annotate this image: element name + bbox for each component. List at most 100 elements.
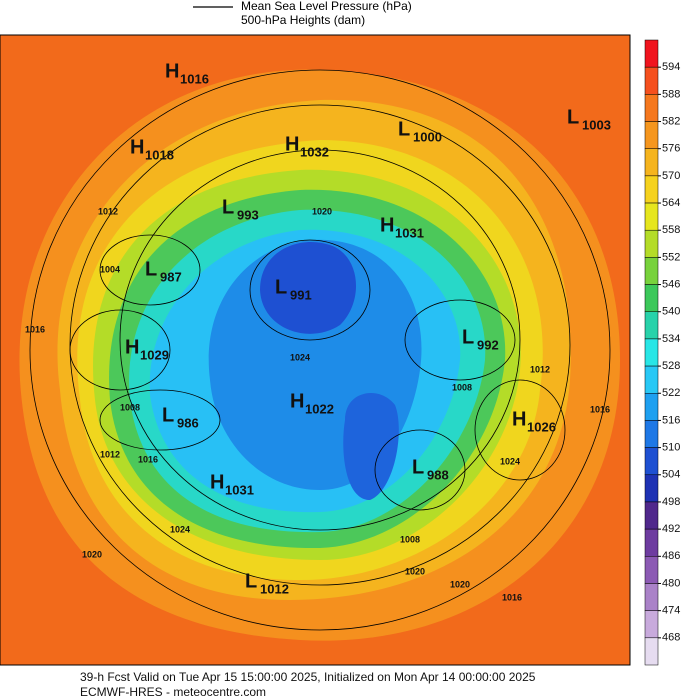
center-pressure: 988 — [427, 467, 449, 482]
center-pressure: 1016 — [180, 71, 209, 86]
center-symbol: H — [285, 133, 299, 155]
isobar-label: 1016 — [25, 324, 45, 334]
center-symbol: H — [290, 390, 304, 412]
center-pressure: 1000 — [413, 129, 442, 144]
pressure-center: L 991 — [275, 276, 312, 302]
color-bin — [644, 66, 659, 95]
center-symbol: L — [567, 106, 579, 128]
center-symbol: L — [162, 404, 174, 426]
color-bin — [644, 528, 659, 557]
color-bin — [644, 501, 659, 530]
pressure-center: L 1000 — [398, 118, 442, 144]
legend-item: 500-hPa Heights (dam) — [241, 13, 365, 27]
color-bin — [644, 39, 659, 68]
isobar-label: 1008 — [120, 402, 140, 412]
color-bin — [644, 229, 659, 258]
color-bin — [644, 393, 659, 421]
isobar-label: 1016 — [138, 454, 158, 464]
isobar-label: 1012 — [98, 206, 118, 216]
center-symbol: L — [222, 196, 234, 218]
colorbar-label: 516 — [662, 414, 680, 426]
colorbar-label: 582 — [662, 115, 680, 127]
center-pressure: 1003 — [582, 117, 611, 132]
colorbar-label: 576 — [662, 143, 680, 155]
center-symbol: H — [380, 214, 394, 236]
colorbar-label: 480 — [662, 577, 680, 589]
pressure-center: H 1018 — [130, 136, 174, 162]
pressure-center: H 1016 — [165, 60, 209, 86]
pressure-center: H 1032 — [285, 133, 329, 159]
center-symbol: L — [398, 118, 410, 140]
center-symbol: H — [125, 336, 139, 358]
center-symbol: L — [275, 276, 287, 298]
center-symbol: L — [412, 456, 424, 478]
color-bin — [644, 311, 659, 340]
center-pressure: 1032 — [300, 144, 329, 159]
center-pressure: 987 — [160, 269, 182, 284]
isobar-label: 1024 — [500, 456, 520, 466]
colorbar-label: 522 — [662, 387, 680, 399]
center-pressure: 1029 — [140, 347, 169, 362]
isobar-label: 1020 — [450, 579, 470, 589]
center-symbol: L — [462, 326, 474, 348]
isobar-label: 1004 — [100, 264, 120, 274]
colorbar-label: 558 — [662, 224, 680, 236]
pressure-center: H 1029 — [125, 336, 169, 362]
isobar-label: 1020 — [312, 206, 332, 216]
pressure-center: L 986 — [162, 404, 199, 430]
color-bin — [644, 447, 659, 476]
center-pressure: 1031 — [225, 482, 254, 497]
center-symbol: H — [130, 136, 144, 158]
color-bin — [644, 610, 659, 639]
footer-text: ECMWF-HRES - meteocentre.com — [80, 685, 266, 699]
center-pressure: 1031 — [395, 225, 424, 240]
center-pressure: 986 — [177, 415, 199, 430]
pressure-center: H 1031 — [380, 214, 424, 240]
isobar-label: 1024 — [170, 524, 190, 534]
colorbar-label: 474 — [662, 605, 680, 617]
color-bin — [644, 94, 659, 122]
isobar-label: 1020 — [405, 566, 425, 576]
colorbar-label: 528 — [662, 360, 680, 372]
colorbar-label: 498 — [662, 496, 680, 508]
colorbar-label: 588 — [662, 88, 680, 100]
center-pressure: 1022 — [305, 401, 334, 416]
center-symbol: L — [245, 570, 257, 592]
colorbar-label: 540 — [662, 306, 680, 318]
pressure-center: L 1003 — [567, 106, 611, 132]
color-bin — [644, 365, 659, 394]
color-bin — [644, 175, 659, 204]
colorbar-label: 570 — [662, 170, 680, 182]
color-bin — [644, 284, 659, 312]
pressure-center: L 992 — [462, 326, 499, 352]
center-pressure: 1018 — [145, 147, 174, 162]
color-bin — [644, 420, 659, 448]
legend-item: Mean Sea Level Pressure (hPa) — [241, 0, 412, 13]
isobar-label: 1012 — [100, 449, 120, 459]
map — [0, 34, 631, 666]
isobar-label: 1024 — [290, 352, 310, 362]
center-pressure: 1012 — [260, 581, 289, 596]
pressure-center: L 988 — [412, 456, 449, 482]
pressure-center: H 1022 — [290, 390, 334, 416]
colorbar-label: 510 — [662, 442, 680, 454]
color-bin — [644, 338, 659, 367]
center-pressure: 992 — [477, 337, 499, 352]
isobar-label: 1008 — [452, 382, 472, 392]
colorbar-label: 552 — [662, 251, 680, 263]
center-pressure: 991 — [290, 287, 312, 302]
color-bin — [644, 583, 659, 611]
color-bin — [644, 637, 659, 666]
pressure-center: L 1012 — [245, 570, 289, 596]
color-bin — [644, 257, 659, 285]
colorbar-label: 594 — [662, 61, 680, 73]
color-bin — [644, 556, 659, 584]
isobar-label: 1020 — [82, 549, 102, 559]
pressure-center: L 993 — [222, 196, 259, 222]
colorbar-label: 492 — [662, 523, 680, 535]
isobar-label: 1012 — [530, 364, 550, 374]
color-bin — [644, 148, 659, 177]
color-bin — [644, 474, 659, 503]
